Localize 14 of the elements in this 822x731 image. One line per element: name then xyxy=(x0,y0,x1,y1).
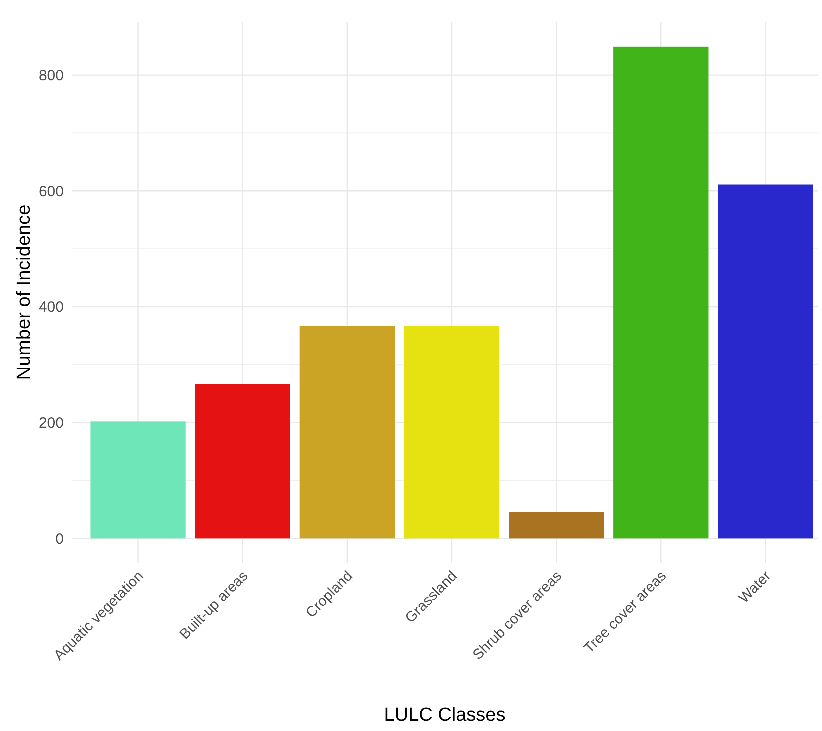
y-tick-label: 600 xyxy=(38,183,64,200)
bar xyxy=(404,326,500,539)
y-axis-title: Number of Incidence xyxy=(14,204,35,380)
bar xyxy=(508,512,604,539)
bar xyxy=(90,422,186,539)
bar xyxy=(614,46,709,539)
x-axis-title: LULC Classes xyxy=(384,705,506,726)
y-tick-label: 800 xyxy=(38,68,64,85)
bar xyxy=(718,184,814,539)
bar xyxy=(195,384,290,539)
y-tick-label: 400 xyxy=(38,299,64,316)
bar xyxy=(300,326,396,539)
y-tick-label: 200 xyxy=(38,415,64,432)
y-tick-label: 0 xyxy=(56,530,64,548)
